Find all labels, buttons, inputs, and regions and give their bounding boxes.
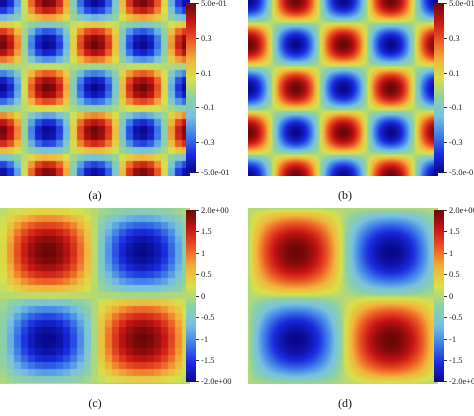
tick-label: -0.5 (443, 312, 463, 322)
colorbar-a (186, 3, 196, 173)
colorbar-c (186, 210, 196, 382)
tick-label: -0.3 (443, 137, 463, 147)
tick-label: 1.5 (444, 226, 460, 236)
tick-label: -5.0e-01 (196, 167, 230, 177)
tick-label: 0.5 (196, 269, 212, 279)
tick-label: 1 (443, 248, 454, 258)
contour-plot-c (0, 208, 190, 384)
tick-label: -1.5 (195, 355, 215, 365)
contour-plot-a (0, 0, 190, 176)
tick-label: -0.3 (195, 137, 215, 147)
tick-label: -1 (195, 334, 209, 344)
tick-label: 5.0e-01 (196, 0, 227, 8)
caption-c: (c) (88, 396, 102, 410)
tick-label: 2.0e+00 (444, 206, 474, 215)
tick-label: 0.3 (444, 33, 460, 43)
tick-label: 0 (195, 291, 206, 301)
contour-plot-b (248, 0, 438, 176)
tick-label: 0.1 (196, 68, 212, 78)
tick-label: -1 (443, 334, 457, 344)
colorbar-d (434, 210, 444, 382)
caption-b: (b) (338, 188, 352, 202)
tick-label: -5.0e-01 (444, 168, 474, 177)
tick-label: -2.0e+00 (196, 376, 232, 386)
tick-label: 0.3 (196, 33, 212, 43)
caption-d: (d) (338, 396, 352, 410)
tick-label: -1.5 (443, 355, 463, 365)
tick-label: 0.1 (444, 68, 460, 78)
tick-label: -0.1 (195, 102, 215, 112)
tick-label: 2.0e+00 (196, 205, 229, 215)
tick-label: 0.5 (444, 269, 460, 279)
tick-label: 1 (195, 248, 206, 258)
tick-label: -0.1 (443, 102, 463, 112)
caption-a: (a) (88, 188, 102, 202)
tick-label: -2.0e+00 (444, 377, 474, 386)
tick-label: 5.0e-01 (444, 0, 474, 8)
tick-label: -0.5 (195, 312, 215, 322)
contour-plot-d (248, 208, 438, 384)
colorbar-b (434, 3, 444, 173)
tick-label: 0 (443, 291, 454, 301)
tick-label: 1.5 (196, 226, 212, 236)
